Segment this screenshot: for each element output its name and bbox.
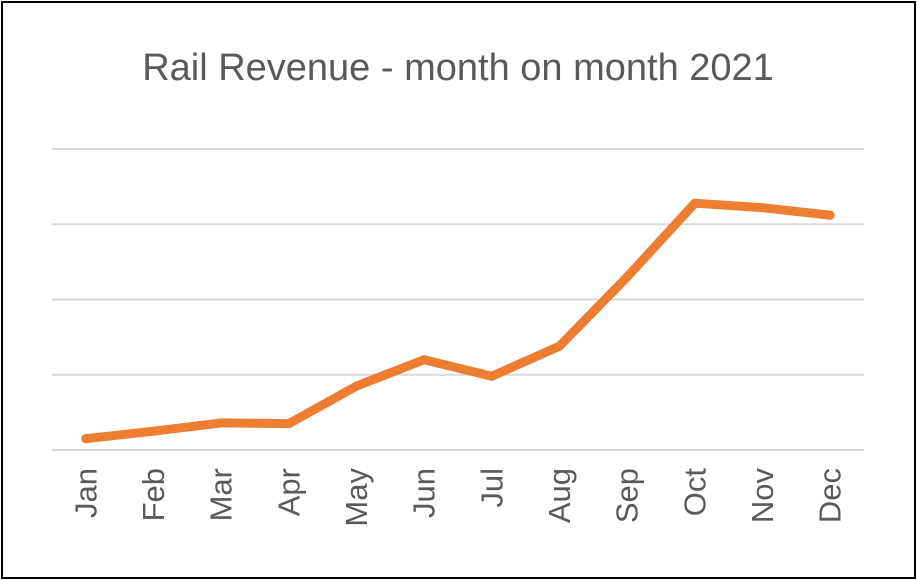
x-tick-label-mar: Mar [204, 468, 239, 521]
x-tick-label-dec: Dec [813, 468, 848, 523]
data-point-feb [149, 426, 158, 436]
data-point-apr [284, 419, 294, 429]
data-point-may [352, 381, 361, 391]
data-point-mar [216, 418, 226, 428]
series-group [81, 198, 835, 444]
data-point-aug [555, 341, 564, 351]
data-point-dec [825, 210, 835, 220]
data-point-nov [758, 203, 767, 213]
data-point-jan [81, 434, 91, 444]
gridlines [52, 148, 864, 451]
x-tick-label-jun: Jun [407, 468, 442, 518]
data-point-jul [487, 371, 497, 381]
x-tick-label-sep: Sep [610, 468, 645, 523]
data-point-sep [622, 272, 632, 282]
x-tick-label-feb: Feb [136, 468, 171, 521]
x-tick-label-nov: Nov [745, 468, 780, 524]
x-tick-label-oct: Oct [677, 468, 712, 517]
x-tick-label-jan: Jan [68, 468, 103, 518]
x-tick-label-apr: Apr [271, 468, 306, 516]
x-axis-tick-labels: Jan Feb Mar Apr May Jun Jul Aug Sep Oct Nov Dec [68, 468, 847, 527]
data-point-jun [419, 355, 429, 365]
x-tick-label-aug: Aug [542, 468, 577, 523]
data-point-oct [690, 198, 700, 208]
series-line [81, 198, 835, 444]
chart-title: Rail Revenue - month on month 2021 [142, 47, 774, 89]
x-tick-label-jul: Jul [474, 468, 509, 508]
x-tick-label-may: May [339, 468, 374, 527]
